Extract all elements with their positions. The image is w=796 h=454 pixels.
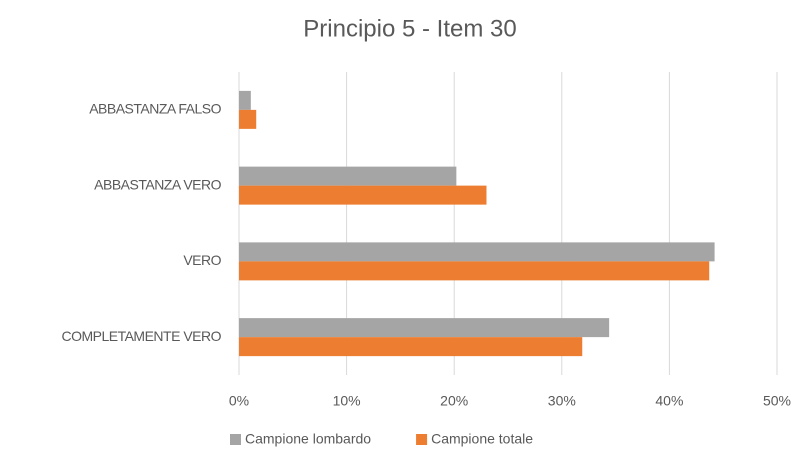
bar [239,90,251,110]
x-tick-label: 10% [333,393,361,409]
y-tick-label: VERO [183,252,221,268]
bar [239,261,710,281]
chart-title: Principio 5 - Item 30 [303,15,516,42]
x-tick-label: 20% [440,393,468,409]
legend-swatch [230,434,241,445]
bar [239,166,457,186]
legend-label: Campione totale [431,431,533,447]
legend-label: Campione lombardo [245,431,371,447]
x-tick-label: 30% [548,393,576,409]
legend-swatch [416,434,428,445]
x-tick-label: 50% [763,393,791,409]
bar [239,337,583,357]
bar [239,318,610,338]
bar [239,109,257,129]
x-tick-label: 0% [229,393,249,409]
y-tick-label: ABBASTANZA FALSO [89,101,221,117]
y-tick-label: ABBASTANZA VERO [94,176,221,192]
x-tick-label: 40% [655,393,683,409]
bar [239,242,715,262]
y-tick-label: COMPLETAMENTE VERO [61,328,221,344]
bar [239,185,487,205]
